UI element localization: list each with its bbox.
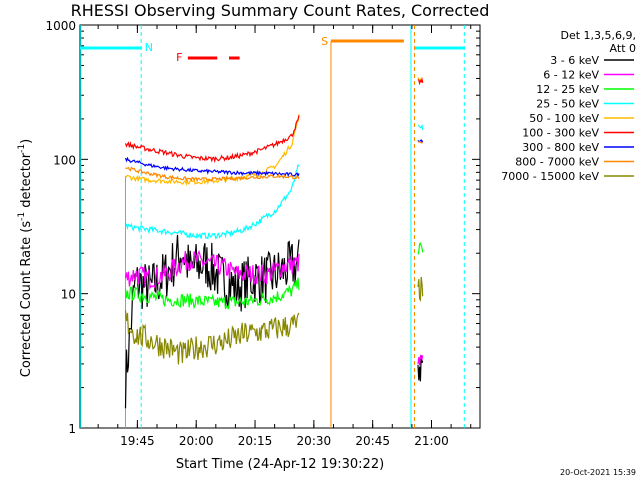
y-tick-label: 1000 [45,19,76,33]
x-tick-label: 20:15 [238,434,273,448]
series-line-after-gap [417,355,424,382]
x-tick-label: 20:30 [297,434,332,448]
legend-entry: 50 - 100 keV [529,112,599,125]
y-axis-label-text: Corrected Count Rate (s [19,221,34,378]
y-axis-label-mid: detector [19,152,34,212]
x-tick-label: 20:00 [179,434,214,448]
legend-entry: 3 - 6 keV [550,54,599,67]
chart-title: RHESSI Observing Summary Count Rates, Co… [71,1,490,20]
series-line-after-gap [417,354,424,366]
legend-entry: 12 - 25 keV [536,83,599,96]
y-axis-label-end: ) [19,139,34,144]
legend-entry: 7000 - 15000 keV [501,170,599,183]
legend-entry: 800 - 7000 keV [515,156,599,169]
y-tick-label: 10 [61,288,76,302]
y-axis-label: Corrected Count Rate (s-1 detector-1) [17,139,34,377]
x-axis-label: Start Time (24-Apr-12 19:30:22) [176,457,384,472]
series-line-after-gap [417,242,424,255]
series-line-after-gap [417,276,424,303]
marker-label: S [321,35,328,48]
series-line-after-gap [417,77,424,86]
x-tick-label: 19:45 [120,434,155,448]
y-axis-label-exp2: -1 [17,144,27,153]
legend-entry: 100 - 300 keV [522,127,599,140]
timestamp: 20-Oct-2021 15:39 [560,468,636,477]
series-line [124,249,300,291]
series-line [124,115,300,164]
marker-label: F [176,51,182,64]
legend-entry: 6 - 12 keV [543,69,599,82]
y-tick-label: 1 [68,422,76,436]
legend-header: Att 0 [610,42,636,55]
x-tick-label: 20:45 [355,434,390,448]
series-line [125,166,300,183]
series-line-after-gap [417,141,423,144]
marker-label: N [145,41,153,54]
series-line [124,277,300,310]
series-line-after-gap [417,123,424,130]
series-line [125,164,300,240]
series-lines [124,76,424,409]
legend-entry: 25 - 50 keV [536,98,599,111]
series-line [124,234,300,409]
legend-header: Det 1,3,5,6,9, [560,29,636,42]
plot-frame [79,24,481,429]
series-line [124,156,300,179]
y-tick-label: 100 [53,153,76,167]
x-tick-label: 21:00 [414,434,449,448]
legend-entry: 300 - 800 keV [522,141,599,154]
series-line [124,310,300,365]
y-axis-label-exp1: -1 [17,212,27,221]
legend: Det 1,3,5,6,9,Att 0 3 - 6 keV 6 - 12 keV12… [501,29,636,183]
